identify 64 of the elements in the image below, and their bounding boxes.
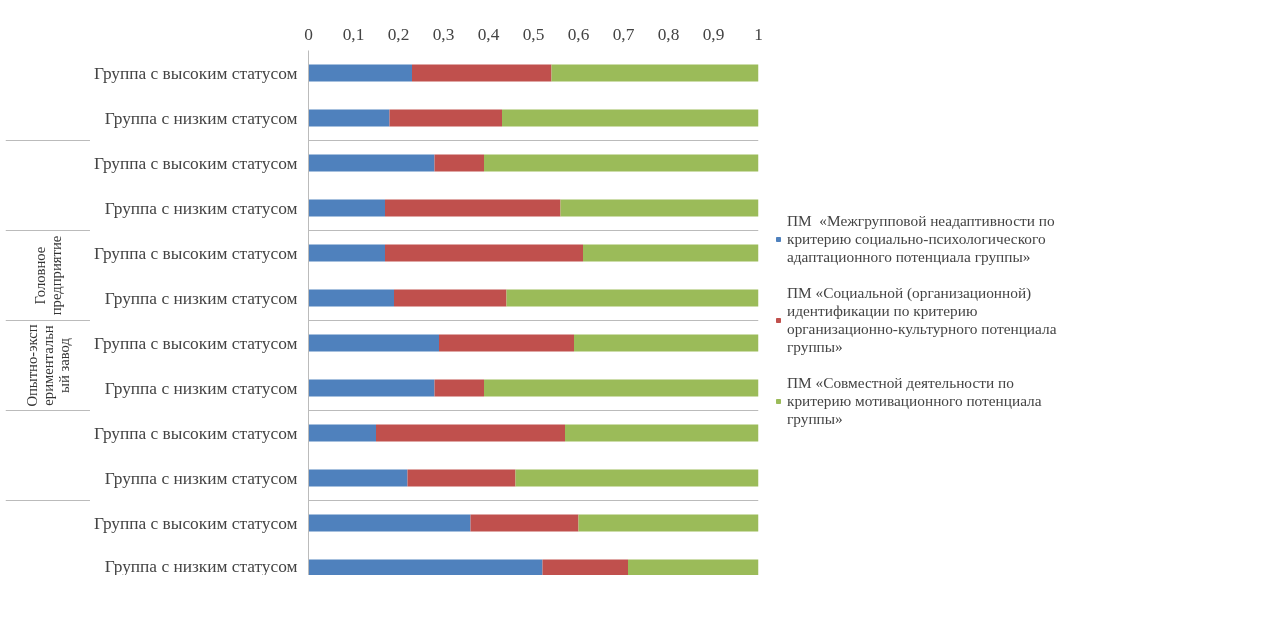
bar (308, 379, 435, 397)
bar (515, 469, 759, 487)
bar (308, 199, 385, 217)
bar (308, 64, 412, 82)
bar (308, 334, 439, 352)
bar (439, 334, 574, 352)
bar (542, 559, 628, 575)
legend-label: ПМ «Социальной (организационной) идентификации по критерию организационно-культурного потенциала группы» (787, 284, 1057, 356)
text: Опытно-экспериментальный завод (24, 324, 72, 407)
bar (560, 199, 759, 217)
x-tick-label: 0,8 (657, 24, 680, 44)
bar (376, 424, 565, 442)
bar (470, 514, 579, 532)
bar (574, 334, 759, 352)
y-tick-label: Группа с низким статусом (104, 556, 298, 576)
bar (308, 244, 385, 262)
x-tick-label: 0,3 (432, 24, 455, 44)
x-tick-label: 0,6 (567, 24, 590, 44)
y-tick-label: Группа с низким статусом (104, 108, 298, 128)
bar (628, 559, 759, 575)
bar (434, 154, 484, 172)
legend-label: ПМ «Совместной деятельности по критерию мотивационного потенциала группы» (787, 374, 1042, 428)
bar (583, 244, 759, 262)
bar (578, 514, 759, 532)
bar (484, 154, 759, 172)
bar (551, 64, 759, 82)
y-tick-label: Группа с высоким статусом (94, 513, 298, 533)
bar (308, 289, 394, 307)
x-tick-label: 0,4 (477, 24, 500, 44)
y-tick-label: Группа с низким статусом (104, 288, 298, 308)
x-tick-label: 0,7 (612, 24, 635, 44)
y-tick-label: Группа с высоким статусом (94, 153, 298, 173)
bar (394, 289, 507, 307)
bar (407, 469, 516, 487)
bar (385, 199, 561, 217)
x-tick-label: 1 (754, 24, 763, 44)
bar (389, 109, 502, 127)
bar (308, 559, 543, 575)
y-tick-label: Группа с высоким статусом (94, 243, 298, 263)
x-tick-label: 0,2 (387, 24, 410, 44)
bar (385, 244, 583, 262)
text: Головное предприятие (32, 235, 64, 316)
y-tick-label: Группа с высоким статусом (94, 333, 298, 353)
bar (434, 379, 484, 397)
bar (308, 514, 471, 532)
legend-label: ПМ «Межгрупповой неадаптивности по критерию социально-психологического адаптационного потенциала группы» (787, 212, 1055, 266)
y-tick-label: Группа с низким статусом (104, 378, 298, 398)
bar (308, 109, 390, 127)
x-tick-label: 0 (304, 24, 313, 44)
bar (506, 289, 759, 307)
x-tick-label: 0,9 (702, 24, 725, 44)
bar (565, 424, 759, 442)
x-tick-label: 0,1 (342, 24, 365, 44)
y-tick-label: Группа с высоким статусом (94, 63, 298, 83)
bar (308, 154, 435, 172)
bar (412, 64, 552, 82)
bar (308, 424, 376, 442)
y-tick-label: Группа с высоким статусом (94, 423, 298, 443)
bar (502, 109, 759, 127)
y-tick-label: Группа с низким статусом (104, 468, 298, 488)
bar (308, 469, 408, 487)
x-tick-label: 0,5 (522, 24, 545, 44)
bar (484, 379, 759, 397)
y-tick-label: Группа с низким статусом (104, 198, 298, 218)
